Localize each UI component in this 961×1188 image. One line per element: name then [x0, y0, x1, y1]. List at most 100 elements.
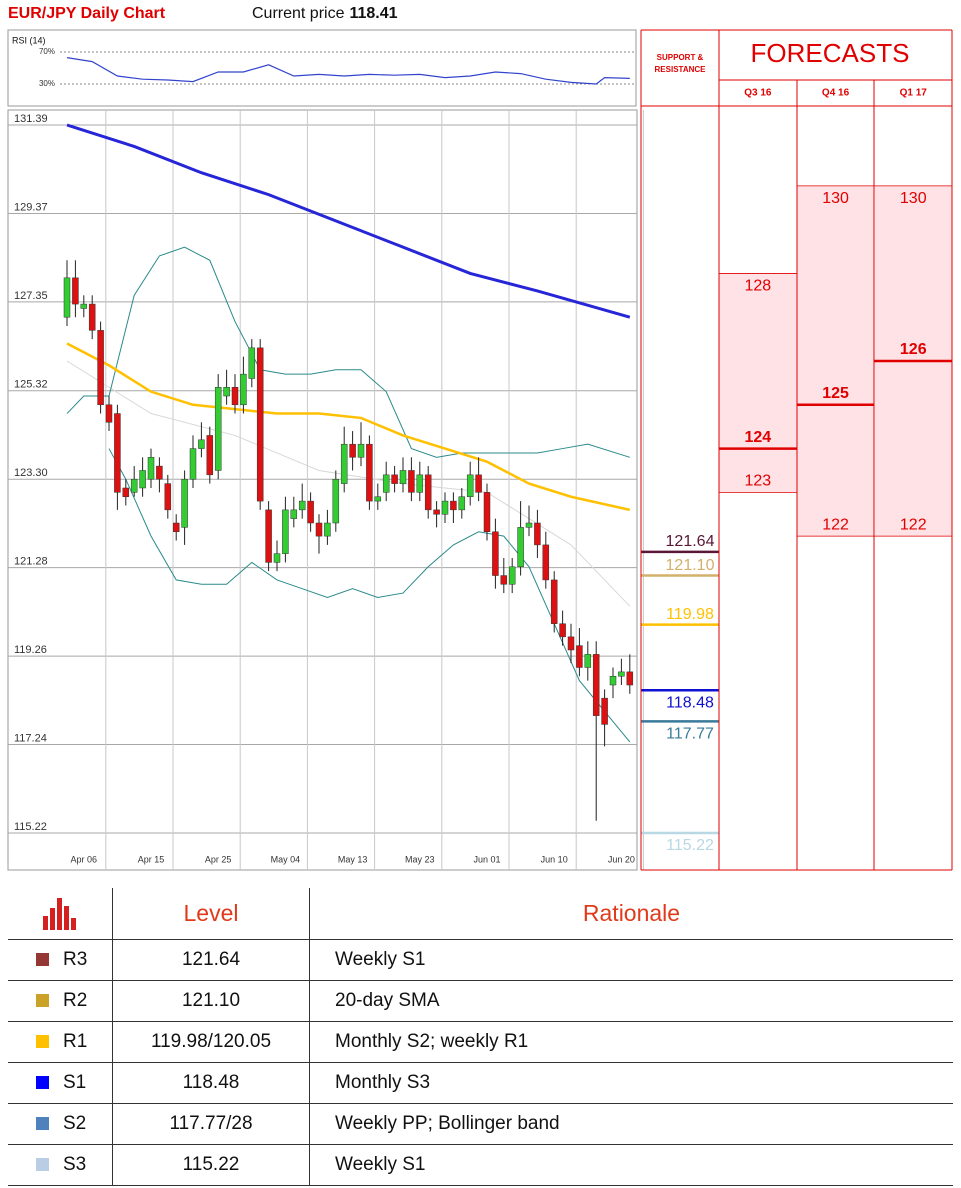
level-label: 118.48 [666, 694, 714, 711]
y-tick-label: 125.32 [14, 379, 48, 391]
forecast-panel [640, 29, 953, 871]
candle-body [567, 636, 575, 651]
candle-body [88, 303, 96, 331]
level-label: 121.64 [666, 533, 715, 550]
rsi-frame [7, 29, 637, 107]
level-label: 121.10 [666, 557, 715, 574]
candle-body [492, 531, 499, 576]
x-tick-label: Apr 06 [71, 854, 98, 864]
candle-body [147, 457, 155, 480]
forecast-low: 122 [900, 516, 927, 533]
candle-body [324, 522, 331, 537]
indicator-line [108, 448, 631, 743]
y-tick-label: 123.30 [14, 467, 48, 479]
candle-body [114, 413, 121, 493]
candle-body [80, 303, 88, 309]
header-cell: Level [112, 888, 310, 940]
candle-body [534, 522, 541, 546]
level-cell: 115.22 [112, 1144, 310, 1186]
candle-body [626, 671, 634, 686]
candle-body [282, 509, 289, 554]
candle-body [609, 676, 617, 686]
forecast-target: 124 [744, 429, 771, 446]
candle-body [508, 566, 516, 585]
table-row: S3 115.22 Weekly S1 [8, 1144, 953, 1186]
y-tick-label: 129.37 [14, 201, 48, 213]
table-header: Level Rationale [8, 888, 953, 940]
y-tick-label: 117.24 [14, 732, 47, 744]
rsi-tick-label: 70% [39, 47, 55, 56]
quarter-label: Q3 16 [744, 88, 772, 99]
x-tick-label: Apr 15 [138, 854, 165, 864]
candle-body [130, 478, 138, 493]
quarter-label: Q1 17 [900, 88, 928, 99]
color-swatch [36, 1035, 49, 1048]
candle-body [525, 522, 533, 528]
level-cell: 119.98/120.05 [112, 1021, 310, 1063]
candle-body [172, 522, 180, 533]
color-swatch [36, 1076, 49, 1089]
forecasts-title: FORECASTS [751, 38, 910, 68]
forecast-low: 122 [822, 516, 849, 533]
candle-body [122, 487, 130, 497]
table-row: R2 121.10 20-day SMA [8, 980, 953, 1022]
candle-body [273, 553, 281, 563]
candle-body [63, 277, 71, 318]
candle-body [382, 474, 390, 493]
candle-body [408, 470, 415, 493]
forecast-target: 125 [822, 385, 849, 402]
level-label: 115.22 [666, 837, 714, 854]
forecast-low: 123 [744, 473, 771, 490]
levels-table: Level Rationale R3 121.64 Weekly S1 R2 121.1… [8, 888, 953, 1186]
forecast-range [797, 185, 875, 537]
candle-body [424, 474, 432, 511]
y-tick-label: 115.22 [14, 821, 47, 833]
candle-body [198, 439, 205, 449]
bar-icon [43, 897, 76, 930]
current-price: Current price 118.41 [252, 5, 398, 22]
chart-title: EUR/JPY Daily Chart [8, 5, 166, 22]
color-swatch [36, 1117, 49, 1130]
rsi-tick-label: 30% [39, 79, 55, 88]
candle-body [164, 483, 172, 511]
forecast-range [719, 273, 797, 493]
forecast-high: 128 [744, 278, 771, 295]
forecast-target: 126 [900, 341, 927, 358]
candle-body [458, 496, 466, 511]
candle-body [592, 654, 600, 716]
price-label: Current price [252, 5, 345, 22]
icon-cell [8, 888, 113, 940]
candle-body [189, 448, 197, 480]
candle-body [374, 496, 382, 502]
candle-body [366, 443, 373, 502]
price-value: 118.41 [349, 5, 397, 22]
table-row: S1 118.48 Monthly S3 [8, 1062, 953, 1104]
rationale-cell: Weekly S1 [309, 1144, 953, 1186]
candle-body [340, 443, 348, 484]
header-cell: Rationale [309, 888, 953, 940]
level-label: 117.77 [666, 726, 714, 743]
table-row: R3 121.64 Weekly S1 [8, 939, 953, 981]
candle-body [256, 347, 264, 502]
y-tick-label: 119.26 [14, 644, 47, 656]
indicator-line [66, 246, 630, 458]
x-tick-label: May 23 [405, 854, 435, 864]
level-code: R1 [63, 1031, 88, 1052]
code-cell: R2 [8, 980, 113, 1022]
level-label: 119.98 [666, 606, 714, 623]
candle-body [315, 522, 323, 537]
candle-body [584, 654, 592, 668]
table-row: R1 119.98/120.05 Monthly S2; weekly R1 [8, 1021, 953, 1063]
candle-body [139, 470, 146, 489]
support-resistance-title: SUPPORT & RESISTANCE [654, 53, 706, 74]
x-tick-label: May 13 [338, 854, 368, 864]
level-cell: 118.48 [112, 1062, 310, 1104]
candle-body [265, 509, 272, 563]
candle-body [223, 387, 230, 397]
level-cell: 121.64 [112, 939, 310, 981]
candle-body [441, 500, 449, 515]
chart-frame [7, 109, 638, 871]
candle-body [475, 474, 482, 493]
x-tick-label: Apr 25 [205, 854, 232, 864]
